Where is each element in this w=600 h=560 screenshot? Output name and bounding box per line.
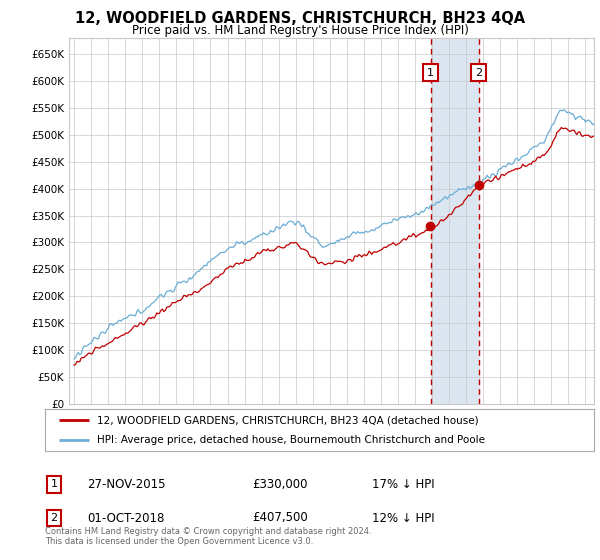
Text: 12% ↓ HPI: 12% ↓ HPI (372, 511, 434, 525)
Text: 01-OCT-2018: 01-OCT-2018 (87, 511, 164, 525)
Text: 2: 2 (475, 68, 482, 78)
Text: Price paid vs. HM Land Registry's House Price Index (HPI): Price paid vs. HM Land Registry's House … (131, 24, 469, 36)
Text: 12, WOODFIELD GARDENS, CHRISTCHURCH, BH23 4QA (detached house): 12, WOODFIELD GARDENS, CHRISTCHURCH, BH2… (97, 415, 479, 425)
Text: 17% ↓ HPI: 17% ↓ HPI (372, 478, 434, 491)
Text: 2: 2 (50, 513, 58, 523)
Bar (431, 38, 479, 404)
Text: Contains HM Land Registry data © Crown copyright and database right 2024.
This d: Contains HM Land Registry data © Crown c… (45, 526, 371, 546)
Text: 1: 1 (427, 68, 434, 78)
Text: 1: 1 (50, 479, 58, 489)
Text: £407,500: £407,500 (252, 511, 308, 525)
Text: 27-NOV-2015: 27-NOV-2015 (87, 478, 166, 491)
Text: 12, WOODFIELD GARDENS, CHRISTCHURCH, BH23 4QA: 12, WOODFIELD GARDENS, CHRISTCHURCH, BH2… (75, 11, 525, 26)
Text: £330,000: £330,000 (252, 478, 308, 491)
Text: HPI: Average price, detached house, Bournemouth Christchurch and Poole: HPI: Average price, detached house, Bour… (97, 435, 485, 445)
